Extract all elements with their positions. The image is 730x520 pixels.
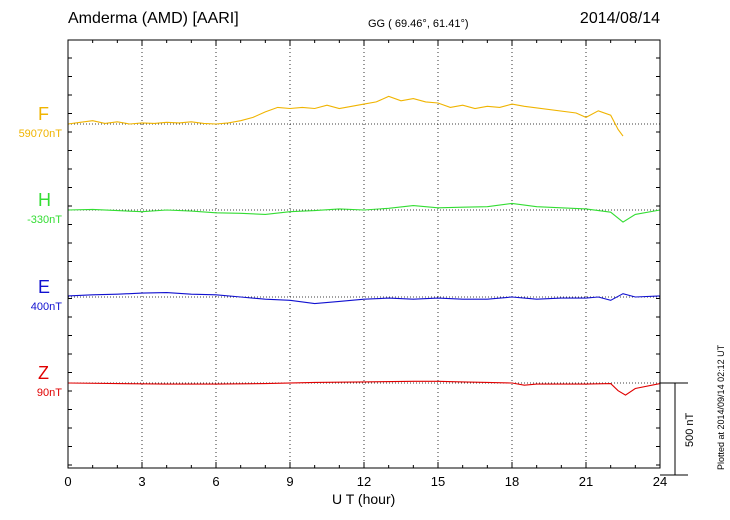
x-tick-label: 24 [653, 474, 667, 489]
baseline-value-E: 400nT [30, 301, 62, 313]
component-label-H: H [38, 190, 51, 210]
axis-ticks: 0 3 6 9 12 15 18 21 24 [64, 40, 667, 489]
x-tick-label: 0 [64, 474, 71, 489]
scale-bar-label: 500 nT [684, 412, 696, 447]
series-line-Z [67, 380, 661, 396]
baseline-value-Z: 90nT [36, 387, 62, 399]
x-axis-label: U T (hour) [332, 491, 396, 507]
coordinates-label: GG ( 69.46°, 61.41°) [368, 18, 469, 30]
x-tick-label: 6 [212, 474, 219, 489]
x-tick-label: 21 [579, 474, 593, 489]
date-label: 2014/08/14 [579, 10, 660, 27]
x-tick-label: 18 [505, 474, 519, 489]
x-tick-label: 9 [286, 474, 293, 489]
series-line-F [67, 95, 624, 137]
baseline-value-H: -330nT [27, 214, 62, 226]
component-label-F: F [38, 104, 49, 124]
series-line-E [67, 292, 661, 305]
baseline-value-F: 59070nT [18, 128, 62, 140]
x-tick-label: 3 [138, 474, 145, 489]
scale-bar [660, 382, 688, 476]
component-label-Z: Z [38, 363, 49, 383]
component-label-E: E [38, 277, 51, 297]
x-tick-label: 12 [357, 474, 371, 489]
series-line-H [67, 202, 661, 223]
series-lines [67, 95, 661, 396]
grid-lines [141, 40, 587, 468]
plotted-timestamp: Plotted at 2014/09/14 02:12 UT [716, 344, 726, 470]
x-tick-label: 15 [431, 474, 445, 489]
station-title: Amderma (AMD) [AARI] [68, 10, 239, 27]
